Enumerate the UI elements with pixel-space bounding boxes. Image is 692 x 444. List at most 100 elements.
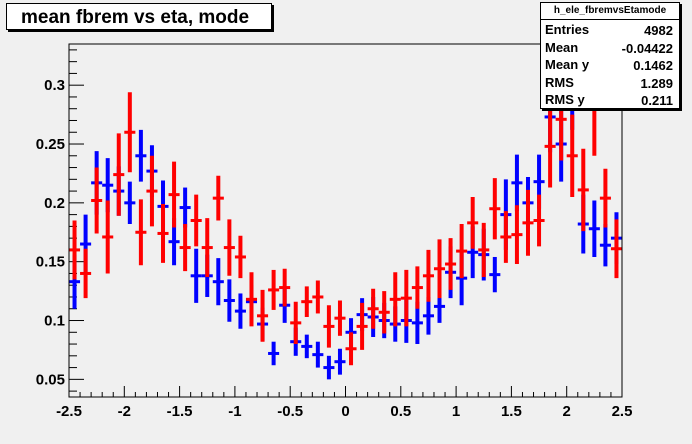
x-tick-label: 0 <box>341 403 349 420</box>
y-tick-label: 0.3 <box>44 77 65 94</box>
red-series-point <box>577 148 589 232</box>
blue-series-point <box>234 293 246 329</box>
red-series-point <box>312 280 324 314</box>
red-series-point <box>290 301 302 345</box>
red-series-point <box>157 204 169 263</box>
stats-label: RMS y <box>545 92 585 107</box>
red-series-point <box>433 239 446 299</box>
stats-label: RMS <box>545 74 574 90</box>
y-tick-label: 0.15 <box>36 254 65 271</box>
blue-series-point <box>599 224 611 267</box>
red-series-point <box>367 288 379 329</box>
stats-value: 0.211 <box>641 93 673 108</box>
red-series-point <box>223 219 235 276</box>
red-series-point <box>301 286 313 317</box>
red-series-point <box>500 211 512 263</box>
red-series-point <box>80 248 92 299</box>
red-series-point <box>113 133 125 216</box>
x-tick-label: -1 <box>228 403 241 420</box>
chart-title: mean fbrem vs eta, mode <box>6 3 272 30</box>
blue-series-point <box>135 129 147 182</box>
blue-series-point <box>223 279 235 322</box>
red-series-point <box>456 224 468 279</box>
red-series-point <box>599 168 611 228</box>
stats-value: 1.289 <box>640 75 673 91</box>
chart-title-text: mean fbrem vs eta, mode <box>21 7 250 28</box>
red-series-point <box>135 199 147 266</box>
stats-histogram-name: h_ele_fbremvsEtamode <box>541 3 679 20</box>
x-tick-label: 1 <box>452 403 460 420</box>
stats-box: h_ele_fbremvsEtamode Entries 4982 Mean -… <box>540 2 680 109</box>
blue-series-point <box>511 154 523 212</box>
blue-series-point <box>588 200 600 257</box>
red-series-point <box>69 220 81 280</box>
stats-value: 0.1462 <box>633 58 673 73</box>
blue-series-point <box>334 348 346 375</box>
red-series-point <box>445 238 457 290</box>
blue-series-point <box>190 248 202 303</box>
blue-series-point <box>179 187 191 228</box>
red-series-point <box>279 268 291 307</box>
y-tick-label: 0.2 <box>44 195 65 212</box>
x-tick-label: 1.5 <box>501 403 522 420</box>
x-tick-label: 2.5 <box>612 403 633 420</box>
stats-row-mean: Mean -0.04422 <box>541 38 679 56</box>
y-tick-label: 0.05 <box>36 371 65 388</box>
red-series-point <box>489 178 501 240</box>
stats-label: Mean <box>545 39 579 55</box>
x-tick-label: -2 <box>118 403 131 420</box>
red-series-point <box>179 224 191 272</box>
x-tick-label: -0.5 <box>277 403 303 420</box>
red-series-point <box>356 302 368 350</box>
plot-frame <box>68 43 623 398</box>
blue-series-point <box>301 334 313 359</box>
red-series-point <box>522 189 534 256</box>
red-series-point <box>268 269 280 310</box>
red-series-point <box>168 161 180 228</box>
red-series-point <box>544 105 556 188</box>
stats-label: Entries <box>545 22 590 37</box>
blue-series-point <box>323 355 335 380</box>
stats-row-rms-y: RMS y 0.211 <box>541 90 679 108</box>
red-series-point <box>400 269 412 327</box>
red-series-point <box>124 92 136 173</box>
red-series-point <box>201 218 213 277</box>
x-tick-label: 0.5 <box>390 403 411 420</box>
red-series-point <box>566 114 578 197</box>
blue-series-point <box>422 296 434 335</box>
stats-row-rms: RMS 1.289 <box>541 73 679 91</box>
stats-row-entries: Entries 4982 <box>541 20 679 38</box>
red-series-point <box>245 272 258 327</box>
red-series-point <box>190 194 202 247</box>
stats-value: 4982 <box>644 23 673 38</box>
stats-value: -0.04422 <box>621 40 673 56</box>
y-tick-label: 0.1 <box>44 313 65 330</box>
red-series-point <box>478 222 490 277</box>
red-series-point <box>257 289 269 342</box>
x-tick-label: -1.5 <box>167 403 193 420</box>
red-series-point <box>234 235 246 279</box>
red-series-point <box>334 300 346 336</box>
red-series-point <box>323 305 335 348</box>
red-series-point <box>378 291 390 334</box>
x-tick-label: 2 <box>563 403 571 420</box>
blue-series-point <box>212 258 224 306</box>
red-series-point <box>533 194 545 247</box>
red-series-point <box>91 167 103 234</box>
stats-row-mean-y: Mean y 0.1462 <box>541 55 679 73</box>
blue-series-point <box>124 181 136 225</box>
red-series-point <box>422 249 434 302</box>
red-series-point <box>467 196 479 249</box>
blue-series-point <box>268 341 280 366</box>
blue-series-point <box>489 256 501 293</box>
blue-series-point <box>312 341 324 368</box>
red-series-point <box>345 332 357 366</box>
red-series-point <box>146 155 158 227</box>
x-tick-label: -2.5 <box>56 403 82 420</box>
red-series-point <box>511 205 523 265</box>
red-series-point <box>610 219 622 279</box>
red-series-point <box>212 175 224 221</box>
red-series-point <box>411 266 423 309</box>
red-series-point <box>102 200 114 274</box>
